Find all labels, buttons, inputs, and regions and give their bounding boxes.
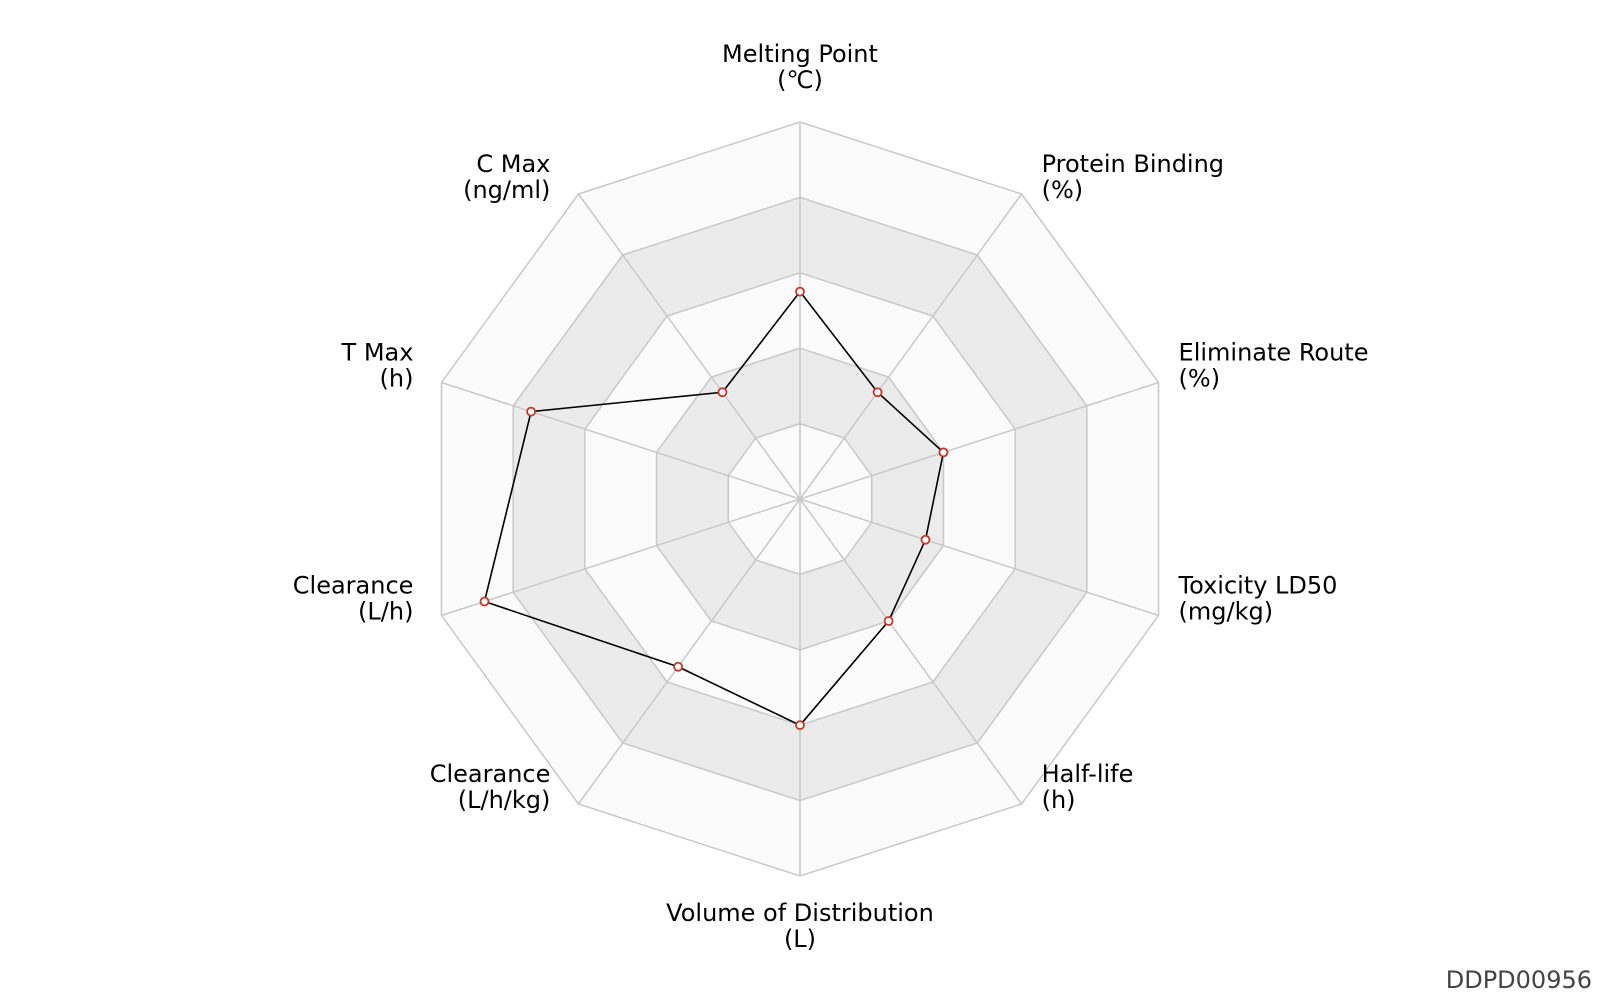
data-point [795,720,805,731]
axis-label-name: T Max [341,339,414,367]
axis-label-unit: (%) [1042,176,1084,204]
data-point [673,661,684,672]
axis-label-name: Protein Binding [1042,150,1224,178]
radar-series [479,286,949,731]
axis-label-unit: (mg/kg) [1179,598,1274,626]
axis-spoke [577,193,801,500]
axis-label-name: Clearance [430,760,551,788]
axis-label-name: Melting Point [722,40,878,68]
radar-axis-spokes [441,122,1159,876]
axis-spoke [799,381,1159,500]
axis-label-unit: (%) [1179,365,1221,393]
axis-label: Half-life (h) [1042,760,1134,814]
data-point [883,616,894,626]
axis-label-name: C Max [476,150,550,178]
axis-label-unit: (℃) [777,66,823,94]
axis-spoke [799,498,1023,805]
axis-label-name: Volume of Distribution [666,899,934,927]
axis-label-name: Eliminate Route [1179,339,1369,367]
axis-spoke [441,498,801,617]
data-point [479,596,490,607]
data-point [526,406,536,417]
chart-id-label: DDPD00956 [1445,966,1592,994]
axis-label: Volume of Distribution (L) [666,899,934,953]
axis-label-unit: (ng/ml) [463,176,550,204]
axis-label-unit: (h) [380,365,414,393]
axis-label-unit: (L/h) [358,598,413,626]
axis-label-name: Clearance [293,572,414,600]
data-point [938,447,949,458]
axis-label: Protein Binding (%) [1042,150,1224,204]
axis-spoke [441,381,801,500]
axis-spoke [799,498,1159,617]
axis-label: Melting Point (℃) [722,40,878,94]
data-point [872,387,883,398]
axis-label: Eliminate Route (%) [1179,339,1369,393]
axis-spoke [577,498,801,805]
axis-label-name: Half-life [1042,760,1134,788]
data-point [920,534,931,545]
axis-label-unit: (L) [784,925,816,953]
axis-label-name: Toxicity LD50 [1178,572,1338,600]
axis-label: Toxicity LD50 (mg/kg) [1178,572,1338,626]
data-point [717,387,728,398]
axis-label-unit: (L/h/kg) [458,786,551,814]
axis-label: C Max (ng/ml) [463,150,550,204]
axis-label: T Max (h) [341,339,414,393]
axis-label: Clearance (L/h) [293,572,414,626]
axis-spoke [799,193,1023,500]
axis-label: Clearance (L/h/kg) [430,760,551,814]
radar-axis-labels: Melting Point (℃)Protein Binding (%)Elimin… [293,40,1369,953]
axis-label-unit: (h) [1042,786,1076,814]
data-point [795,286,805,297]
